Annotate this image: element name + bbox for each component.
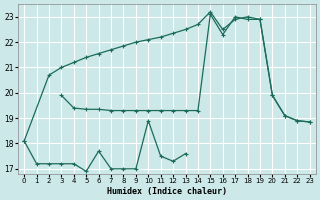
X-axis label: Humidex (Indice chaleur): Humidex (Indice chaleur)	[107, 187, 227, 196]
